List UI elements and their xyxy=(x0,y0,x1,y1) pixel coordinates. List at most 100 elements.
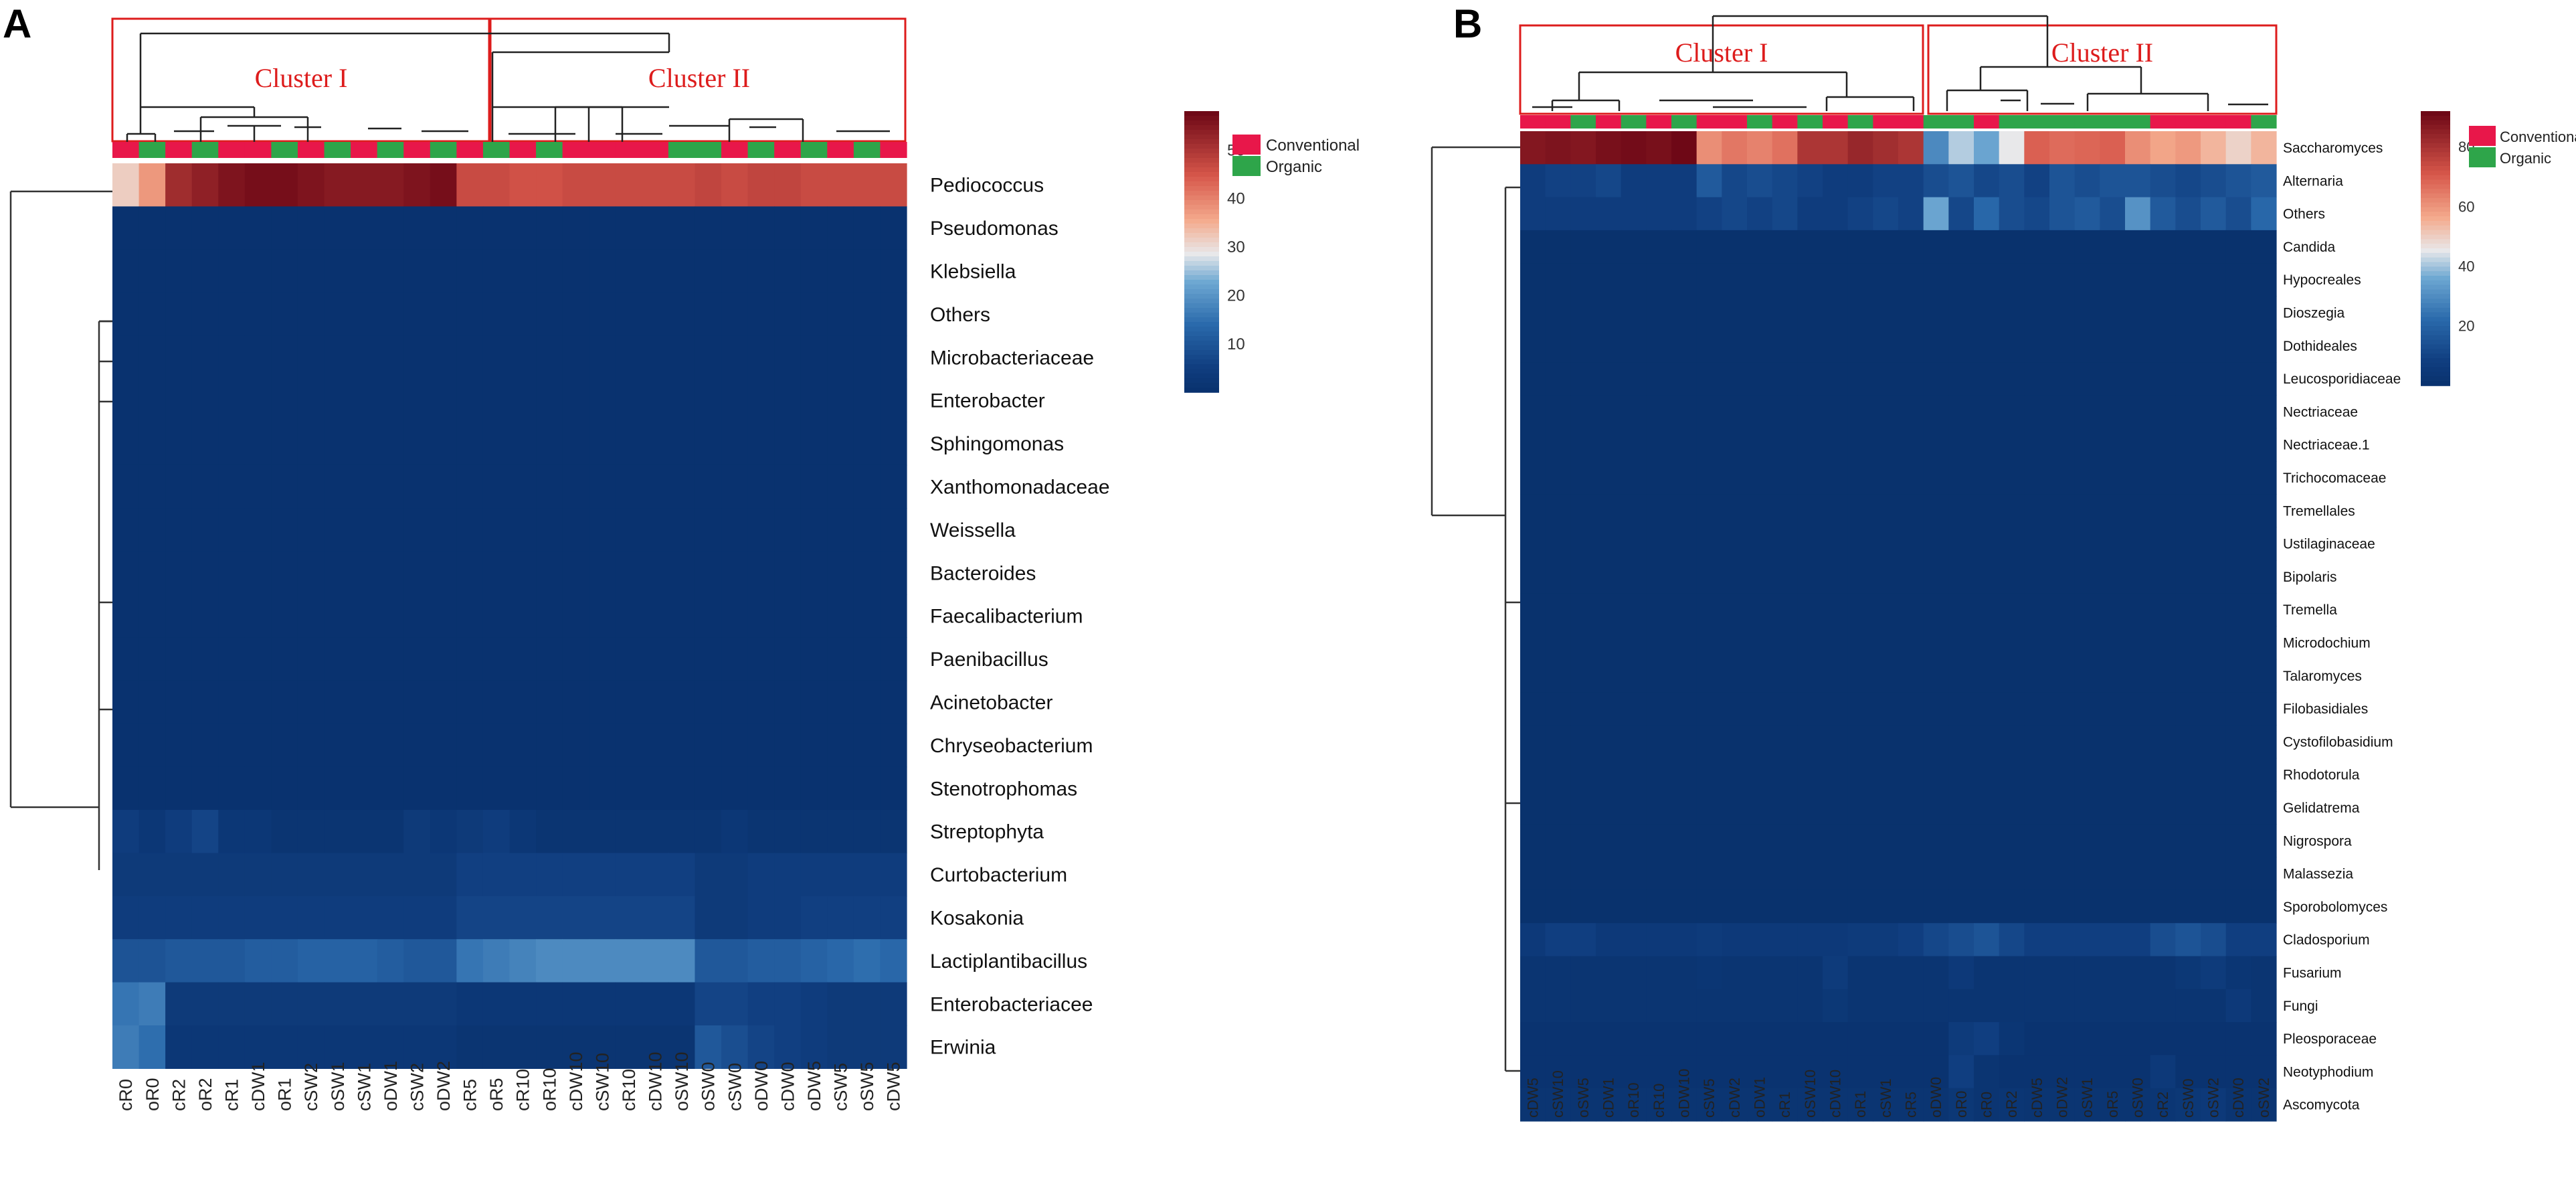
heatmap-cell xyxy=(615,465,642,509)
heatmap-cell xyxy=(2201,923,2227,957)
heatmap-cell xyxy=(271,249,298,293)
heatmap-cell xyxy=(2125,164,2151,198)
heatmap-cell xyxy=(1873,824,1899,858)
heatmap-cell xyxy=(747,465,775,509)
heatmap-cell xyxy=(324,206,351,250)
heatmap-cell xyxy=(1520,1088,1546,1122)
heatmap-cell xyxy=(1671,560,1697,594)
heatmap-cell xyxy=(1948,362,1974,396)
heatmap-cell xyxy=(456,724,484,768)
heatmap-cell xyxy=(139,292,166,337)
group-bar-cell xyxy=(642,142,669,158)
heatmap-cell xyxy=(1898,659,1924,693)
heatmap-cell xyxy=(430,206,457,250)
heatmap-cell xyxy=(1520,197,1546,231)
heatmap-cell xyxy=(2175,461,2201,495)
heatmap-cell xyxy=(1570,461,1596,495)
heatmap-cell xyxy=(2049,197,2076,231)
scale-gradient-step xyxy=(2421,262,2450,268)
heatmap-cell xyxy=(2125,527,2151,561)
heatmap-cell xyxy=(456,810,484,853)
heatmap-cell xyxy=(1847,329,1873,363)
heatmap-cell xyxy=(2100,296,2126,330)
heatmap-cell xyxy=(509,680,537,724)
heatmap-cell xyxy=(880,163,907,207)
heatmap-cell xyxy=(2024,692,2050,726)
heatmap-cell xyxy=(774,982,802,1026)
heatmap-cell xyxy=(1671,494,1697,528)
heatmap-cell xyxy=(324,249,351,293)
heatmap-cell xyxy=(1873,1055,1899,1089)
heatmap-cell xyxy=(1621,626,1647,660)
heatmap-cell xyxy=(2049,758,2076,792)
heatmap-cell xyxy=(827,637,854,681)
column-label: oDW2 xyxy=(2054,1077,2071,1118)
heatmap-cell xyxy=(1823,890,1849,924)
heatmap-cell xyxy=(1898,527,1924,561)
scale-gradient-step xyxy=(1184,350,1219,355)
heatmap-cell xyxy=(589,680,616,724)
heatmap-cell xyxy=(1772,230,1798,264)
heatmap-cell xyxy=(403,465,431,509)
row-label: Trichocomaceae xyxy=(2283,471,2386,486)
heatmap-cell xyxy=(1520,791,1546,825)
heatmap-cell xyxy=(1823,857,1849,891)
heatmap-cell xyxy=(1974,791,2000,825)
heatmap-cell xyxy=(509,724,537,768)
heatmap-cell xyxy=(1974,527,2000,561)
group-bar-cell xyxy=(509,142,537,158)
scale-gradient-step xyxy=(2421,349,2450,354)
heatmap-cell xyxy=(562,249,589,293)
heatmap-cell xyxy=(1722,1088,1748,1122)
heatmap-cell xyxy=(747,810,775,853)
scale-gradient-step xyxy=(2421,312,2450,318)
heatmap-cell xyxy=(747,335,775,380)
heatmap-cell xyxy=(1696,857,1722,891)
heatmap-cell xyxy=(1520,659,1546,693)
heatmap-cell xyxy=(509,379,537,422)
heatmap-cell xyxy=(853,206,881,250)
heatmap-cell xyxy=(536,163,563,207)
heatmap-cell xyxy=(1722,197,1748,231)
heatmap-cell xyxy=(297,680,325,724)
heatmap-cell xyxy=(1545,626,1571,660)
heatmap-cell xyxy=(800,508,828,552)
heatmap-cell xyxy=(1823,989,1849,1023)
heatmap-cell xyxy=(1621,857,1647,891)
heatmap-cell xyxy=(1671,230,1697,264)
heatmap-cell xyxy=(695,206,722,250)
legend-swatch-conventional xyxy=(1232,135,1261,155)
scale-gradient-step xyxy=(1184,195,1219,201)
heatmap-cell xyxy=(1596,263,1622,297)
heatmap-cell xyxy=(165,465,193,509)
heatmap-cell xyxy=(1671,989,1697,1023)
heatmap-cell xyxy=(1646,890,1672,924)
heatmap-cell xyxy=(1596,329,1622,363)
heatmap-cell xyxy=(2100,560,2126,594)
cluster-2-box-a xyxy=(489,17,907,143)
scale-gradient-step xyxy=(2421,280,2450,286)
heatmap-cell xyxy=(165,982,193,1026)
row-label: Enterobacteriacee xyxy=(930,993,1093,1015)
heatmap-cell xyxy=(271,853,298,897)
heatmap-cell xyxy=(297,766,325,811)
column-label: cSW0 xyxy=(2180,1078,2197,1118)
heatmap-cell xyxy=(165,508,193,552)
heatmap-cell xyxy=(1772,329,1798,363)
heatmap-cell xyxy=(1671,758,1697,792)
heatmap-cell xyxy=(165,206,193,250)
heatmap-cell xyxy=(271,465,298,509)
heatmap-cell xyxy=(1596,1055,1622,1089)
heatmap-cell xyxy=(2175,791,2201,825)
heatmap-cell xyxy=(139,810,166,853)
heatmap-cell xyxy=(244,465,272,509)
legend-swatch-organic xyxy=(2469,147,2496,167)
heatmap-cell xyxy=(1898,395,1924,429)
heatmap-cell xyxy=(853,335,881,380)
heatmap-cell xyxy=(1570,659,1596,693)
heatmap-cell xyxy=(1570,1088,1596,1122)
scale-gradient-step xyxy=(2421,216,2450,222)
scale-gradient-step xyxy=(1184,359,1219,365)
heatmap-cell xyxy=(2150,560,2176,594)
heatmap-cell xyxy=(589,335,616,380)
